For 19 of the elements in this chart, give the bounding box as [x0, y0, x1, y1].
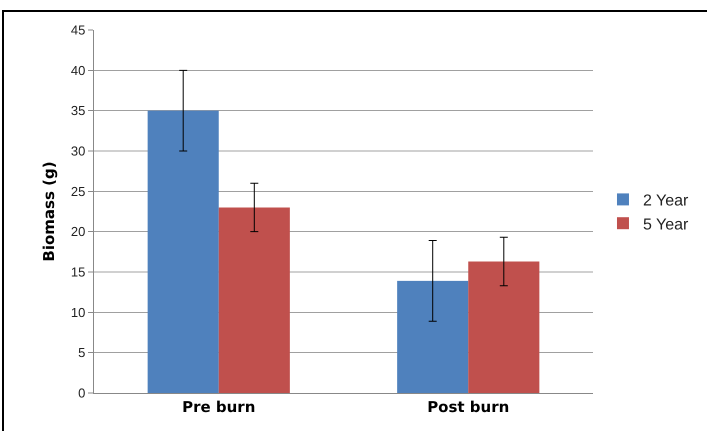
bar — [218, 207, 290, 393]
x-tick-label: Post burn — [427, 398, 510, 416]
y-tick-label: 20 — [70, 224, 86, 240]
bar — [397, 280, 468, 393]
legend-label: 2 Year — [642, 192, 690, 210]
y-tick-label: 15 — [70, 264, 86, 280]
y-tick-label: 10 — [70, 304, 86, 320]
x-tick-label: Pre burn — [182, 398, 256, 416]
y-tick-label: 30 — [70, 144, 86, 159]
y-tick-label: 40 — [70, 62, 86, 78]
y-tick-label: 25 — [70, 184, 86, 199]
y-tick-label: 0 — [78, 386, 86, 401]
y-tick-label: 35 — [70, 103, 86, 118]
bar — [468, 262, 540, 393]
y-axis-title: Biomass (g) — [40, 161, 58, 262]
legend-label: 5 Year — [642, 216, 690, 234]
y-tick-label: 45 — [70, 22, 86, 38]
y-tick-label: 5 — [78, 345, 86, 360]
bar — [148, 110, 219, 393]
